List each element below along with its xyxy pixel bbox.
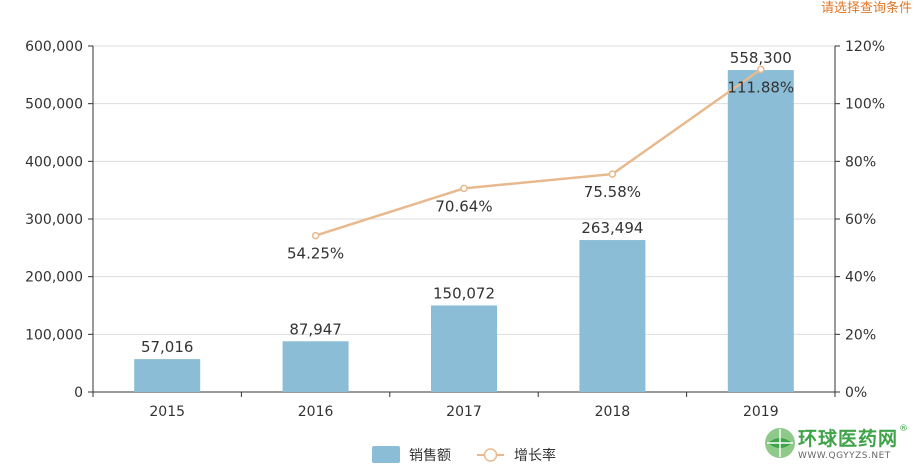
globe-leaf-icon (764, 427, 795, 458)
y-left-tick-label: 600,000 (25, 39, 83, 55)
bar (579, 240, 646, 392)
bar (431, 305, 497, 392)
line-point (608, 170, 617, 178)
bar-value-label: 263,494 (581, 219, 643, 237)
watermark-url: WWW.QGYYZS.NET (797, 451, 891, 461)
bar-value-label: 87,947 (289, 320, 342, 338)
y-right-tick-label: 120% (845, 39, 885, 55)
x-tick-label: 2018 (595, 404, 631, 420)
query-condition-link[interactable]: 请选择查询条件 (820, 1, 912, 16)
bar-value-label: 57,016 (141, 338, 194, 356)
line-series (311, 65, 765, 240)
y-left-tick-label: 500,000 (25, 97, 83, 113)
y-right-tick-label: 20% (845, 327, 876, 343)
y-left-tick-label: 100,000 (25, 327, 83, 343)
legend[interactable]: 销售额 增长率 (372, 446, 556, 464)
bar (282, 341, 349, 392)
legend-bar-label: 销售额 (409, 448, 451, 464)
line-point (757, 65, 765, 74)
bar-value-label: 150,072 (433, 284, 495, 302)
line-point (460, 184, 468, 193)
growth-line (315, 68, 762, 237)
x-tick-label: 2016 (298, 404, 334, 420)
y-right-tick-label: 100% (845, 97, 885, 113)
bar-series (134, 70, 794, 392)
data-labels: 57,016 87,947 150,072 263,494 558,300 54.25% 7… (141, 49, 794, 356)
y-right-tick-label: 40% (845, 270, 876, 286)
line-point (311, 231, 320, 240)
x-tick-label: 2017 (446, 404, 482, 420)
y-right-tick-label: 60% (845, 212, 876, 228)
y-right-tick-label: 0% (845, 385, 867, 401)
bar (134, 359, 201, 392)
bar-value-label: 558,300 (730, 49, 792, 67)
line-value-label: 70.64% (435, 197, 492, 215)
line-value-label: 75.58% (584, 183, 641, 201)
bar (727, 70, 794, 392)
x-tick-label: 2015 (149, 404, 185, 420)
x-tick-label: 2019 (743, 404, 779, 420)
watermark-logo: 环球医药网 WWW.QGYYZS.NET ® (762, 424, 908, 461)
y-right-tick-label: 80% (845, 154, 876, 170)
line-value-label: 111.88% (727, 78, 794, 96)
registered-mark: ® (899, 424, 908, 434)
y-left-tick-label: 400,000 (25, 154, 83, 170)
legend-bar-swatch (372, 446, 400, 463)
y-left-tick-label: 0 (74, 385, 83, 401)
watermark-name: 环球医药网 (797, 428, 898, 450)
legend-line-label: 增长率 (514, 447, 556, 464)
line-value-label: 54.25% (287, 245, 344, 263)
legend-line-marker (483, 448, 498, 462)
axes: 0 100,000 200,000 300,000 400,000 500,000 600,… (25, 39, 885, 420)
y-left-tick-label: 300,000 (25, 212, 83, 228)
y-left-tick-label: 200,000 (25, 270, 83, 286)
